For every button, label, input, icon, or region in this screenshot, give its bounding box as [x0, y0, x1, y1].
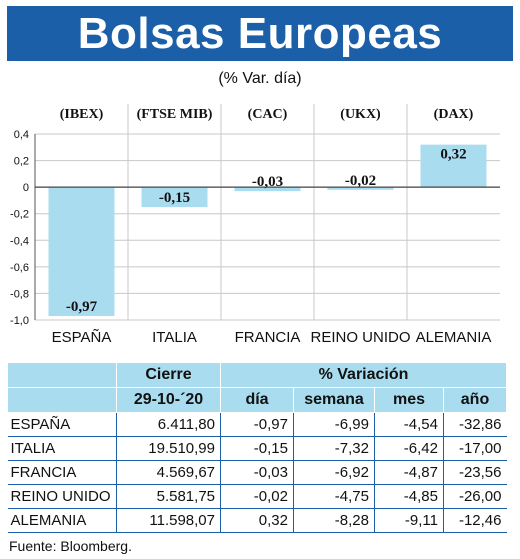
table-row: REINO UNIDO 5.581,75 -0,02 -4,75 -4,85 -26,00 — [7, 484, 507, 509]
bar — [420, 144, 487, 188]
bar-chart: 0,4 0,2 0 -0,2 -0,4 -0,6 -0,8 -1,0 -0,97 (IBEX) ES… — [10, 104, 500, 346]
index-label: (IBEX) — [60, 107, 104, 122]
chart-subtitle: (% Var. día) — [218, 70, 302, 87]
table-cell-dia: -0,03 — [220, 460, 294, 485]
table-cell-country: FRANCIA — [7, 460, 117, 485]
table-cell-dia: -0,02 — [220, 484, 294, 509]
table-row: FRANCIA 4.569,67 -0,03 -6,92 -4,87 -23,56 — [7, 460, 507, 485]
table-cell-cierre: 6.411,80 — [116, 412, 221, 437]
index-label: (UKX) — [340, 107, 381, 122]
y-tick-label: -0,2 — [10, 209, 29, 221]
table-cell-cierre: 11.598,07 — [116, 508, 221, 533]
table-subheader-blank — [7, 387, 117, 413]
table-header-dia: día — [220, 387, 294, 413]
source-note: Fuente: Bloomberg. — [9, 538, 132, 554]
table-header-ano: año — [443, 387, 507, 413]
bar-value-label: 0,32 — [440, 147, 466, 163]
bar-value-label: -0,02 — [345, 173, 376, 189]
table-cell-semana: -8,28 — [293, 508, 375, 533]
table-cell-dia: -0,97 — [220, 412, 294, 437]
table-cell-ano: -12,46 — [443, 508, 507, 533]
y-tick-label: -0,4 — [10, 235, 29, 247]
table-cell-ano: -17,00 — [443, 436, 507, 461]
table-cell-ano: -23,56 — [443, 460, 507, 485]
y-tick-label: 0,4 — [14, 129, 29, 141]
table-cell-mes: -4,87 — [374, 460, 444, 485]
y-tick-label: 0,2 — [14, 156, 29, 168]
bar — [327, 187, 394, 190]
table-cell-country: ALEMANIA — [7, 508, 117, 533]
table-cell-cierre: 5.581,75 — [116, 484, 221, 509]
table-cell-mes: -6,42 — [374, 436, 444, 461]
category-label: ITALIA — [152, 329, 197, 346]
table-row: ITALIA 19.510,99 -0,15 -7,32 -6,42 -17,00 — [7, 436, 507, 461]
table-cell-semana: -7,32 — [293, 436, 375, 461]
table-body: ESPAÑA 6.411,80 -0,97 -6,99 -4,54 -32,86 ITALI… — [7, 412, 507, 533]
bar-value-label: -0,15 — [159, 190, 190, 206]
table-cell-mes: -4,54 — [374, 412, 444, 437]
table-header-date: 29-10-´20 — [116, 387, 221, 413]
bar — [141, 187, 208, 208]
table-cell-cierre: 19.510,99 — [116, 436, 221, 461]
y-tick-label: -0,8 — [10, 288, 29, 300]
category-label: FRANCIA — [235, 329, 301, 346]
bar — [48, 187, 115, 317]
y-tick-label: -1,0 — [10, 315, 29, 327]
y-tick-label: -0,6 — [10, 262, 29, 274]
index-label: (CAC) — [248, 107, 288, 122]
index-label: (FTSE MIB) — [137, 107, 213, 122]
table-cell-cierre: 4.569,67 — [116, 460, 221, 485]
table-cell-ano: -32,86 — [443, 412, 507, 437]
table-cell-semana: -6,99 — [293, 412, 375, 437]
table-cell-country: REINO UNIDO — [7, 484, 117, 509]
table-header-variacion: % Variación — [220, 362, 507, 388]
chart-title: Bolsas Europeas — [7, 6, 513, 61]
table-header-blank — [7, 362, 117, 388]
index-label: (DAX) — [434, 107, 474, 122]
table-cell-mes: -4,85 — [374, 484, 444, 509]
category-label: REINO UNIDO — [310, 329, 410, 346]
table-cell-dia: 0,32 — [220, 508, 294, 533]
y-tick-label: 0 — [23, 182, 29, 194]
table-header-mes: mes — [374, 387, 444, 413]
table-cell-country: ESPAÑA — [7, 412, 117, 437]
table-row: ESPAÑA 6.411,80 -0,97 -6,99 -4,54 -32,86 — [7, 412, 507, 437]
table-row: ALEMANIA 11.598,07 0,32 -8,28 -9,11 -12,46 — [7, 508, 507, 533]
table-cell-semana: -6,92 — [293, 460, 375, 485]
table-cell-ano: -26,00 — [443, 484, 507, 509]
table-header-semana: semana — [293, 387, 375, 413]
market-table: Cierre % Variación 29-10-´20 día semana … — [7, 362, 507, 533]
bar-value-label: -0,03 — [252, 174, 283, 190]
table-cell-semana: -4,75 — [293, 484, 375, 509]
category-label: ESPAÑA — [52, 329, 112, 346]
table-cell-dia: -0,15 — [220, 436, 294, 461]
category-label: ALEMANIA — [416, 329, 492, 346]
table-cell-country: ITALIA — [7, 436, 117, 461]
bar — [234, 187, 301, 192]
bar-value-label: -0,97 — [66, 299, 98, 315]
table-cell-mes: -9,11 — [374, 508, 444, 533]
table-header-cierre: Cierre — [116, 362, 221, 388]
